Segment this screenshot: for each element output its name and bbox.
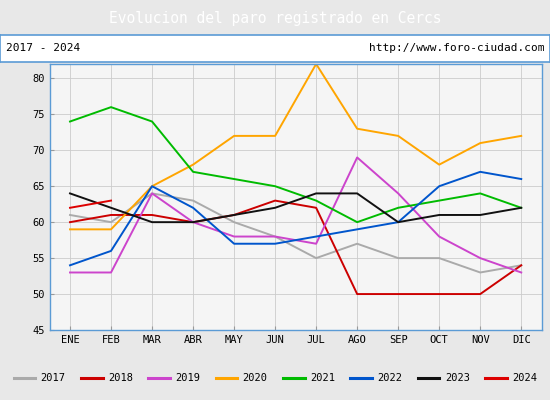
Text: http://www.foro-ciudad.com: http://www.foro-ciudad.com	[369, 43, 544, 53]
Text: 2024: 2024	[512, 373, 537, 383]
Text: 2017: 2017	[41, 373, 65, 383]
Text: 2022: 2022	[377, 373, 403, 383]
Text: 2021: 2021	[310, 373, 335, 383]
Text: 2017 - 2024: 2017 - 2024	[6, 43, 80, 53]
Text: 2019: 2019	[175, 373, 200, 383]
Text: Evolucion del paro registrado en Cercs: Evolucion del paro registrado en Cercs	[109, 10, 441, 26]
Text: 2018: 2018	[108, 373, 133, 383]
Text: 2023: 2023	[445, 373, 470, 383]
Text: 2020: 2020	[243, 373, 268, 383]
